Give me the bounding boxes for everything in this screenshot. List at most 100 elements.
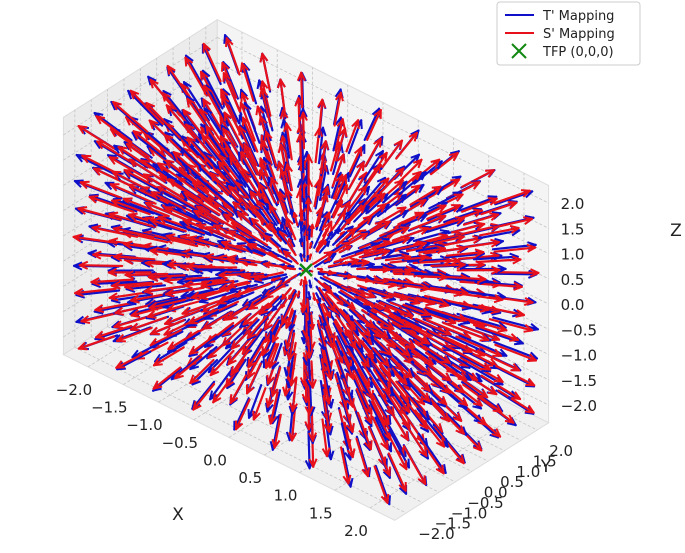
field-arrow xyxy=(200,279,235,290)
field-arrow xyxy=(373,368,391,395)
field-arrow xyxy=(216,288,252,305)
field-arrow xyxy=(80,311,121,324)
field-arrow xyxy=(495,268,540,278)
field-arrow xyxy=(353,319,371,337)
field-arrow xyxy=(391,226,429,242)
field-arrow xyxy=(371,415,389,450)
y-tick-label: −2.0 xyxy=(418,525,454,543)
field-arrow xyxy=(167,330,200,351)
field-arrow xyxy=(299,279,309,312)
field-arrow xyxy=(217,160,250,199)
field-arrow xyxy=(315,292,322,303)
field-arrow xyxy=(432,423,466,464)
y-tick-label: 1.5 xyxy=(533,452,557,470)
field-arrow xyxy=(172,151,201,177)
field-arrow xyxy=(321,211,331,231)
field-arrow xyxy=(189,358,215,385)
z-tick-label: −0.5 xyxy=(561,321,597,339)
z-tick-label: 1.5 xyxy=(561,220,585,238)
field-arrow xyxy=(271,323,283,343)
field-arrow xyxy=(192,382,216,411)
field-arrow xyxy=(277,143,289,183)
y-axis-label: Y xyxy=(540,457,552,477)
field-arrow xyxy=(289,376,299,413)
field-arrow xyxy=(409,185,442,206)
field-arrow xyxy=(202,42,222,83)
field-arrow xyxy=(384,388,411,429)
x-tick-label: −1.0 xyxy=(126,416,162,434)
field-arrow xyxy=(228,230,247,241)
field-arrow xyxy=(259,87,272,128)
field-arrow xyxy=(414,409,446,448)
field-arrow xyxy=(132,130,167,158)
field-arrow xyxy=(203,84,226,125)
field-arrow xyxy=(280,287,292,301)
field-arrow xyxy=(130,306,165,318)
field-arrow xyxy=(271,413,282,449)
z-tick-label: 0.0 xyxy=(561,296,585,314)
x-tick-label: −1.5 xyxy=(91,399,127,417)
field-arrow xyxy=(305,336,314,359)
field-arrow xyxy=(72,233,118,244)
field-arrow xyxy=(428,330,473,353)
field-arrow xyxy=(192,181,215,200)
field-arrow xyxy=(188,333,217,355)
field-arrow xyxy=(476,349,521,372)
legend-label-tfp: TFP (0,0,0) xyxy=(542,45,614,60)
field-arrow xyxy=(142,173,185,200)
field-arrow xyxy=(187,235,216,246)
field-arrow xyxy=(410,350,452,382)
field-arrow xyxy=(268,222,278,234)
field-arrow xyxy=(73,287,117,297)
field-arrow xyxy=(460,325,501,342)
field-arrow xyxy=(209,349,235,377)
grid-line-floor-x xyxy=(334,392,489,491)
field-arrow xyxy=(417,435,445,475)
field-arrow xyxy=(493,243,537,253)
field-arrow xyxy=(355,437,370,478)
field-arrow xyxy=(374,235,411,249)
field-arrow xyxy=(347,285,376,299)
field-arrow xyxy=(356,411,373,451)
field-arrow xyxy=(319,269,335,276)
field-arrow xyxy=(228,257,248,265)
field-arrow xyxy=(221,95,242,135)
field-arrow xyxy=(339,308,351,321)
field-arrow xyxy=(429,152,459,176)
field-arrow xyxy=(227,338,251,366)
field-arrow xyxy=(461,197,498,213)
field-arrow xyxy=(186,136,214,167)
field-arrow xyxy=(331,153,346,188)
field-arrow xyxy=(374,303,391,312)
legend-swatch-tfp-marker xyxy=(511,43,527,59)
field-arrow xyxy=(488,295,534,306)
field-arrow xyxy=(222,127,245,165)
field-arrow xyxy=(348,161,365,190)
field-arrow xyxy=(284,308,294,329)
field-arrow xyxy=(335,200,351,225)
field-arrow xyxy=(308,279,313,289)
field-arrow xyxy=(402,445,427,486)
field-arrow xyxy=(413,233,449,246)
field-arrow xyxy=(282,362,292,397)
field-arrow xyxy=(323,258,332,263)
z-tick-label: −1.0 xyxy=(561,347,597,365)
field-arrow xyxy=(428,216,465,231)
field-arrow xyxy=(308,242,313,250)
field-arrow xyxy=(410,214,447,231)
field-arrow xyxy=(476,281,523,291)
field-arrow xyxy=(258,169,276,204)
field-arrow xyxy=(229,374,248,405)
field-arrow xyxy=(129,89,165,126)
z-tick-label: 2.0 xyxy=(561,195,585,213)
field-arrow xyxy=(246,243,266,253)
field-arrow xyxy=(379,167,405,194)
field-arrow xyxy=(346,185,368,212)
field-arrow xyxy=(356,368,375,400)
field-arrow xyxy=(287,238,294,248)
field-arrow xyxy=(247,339,266,369)
field-arrow xyxy=(397,158,423,184)
field-arrow xyxy=(355,249,370,256)
y-tick-label: 2.0 xyxy=(549,442,573,460)
field-arrow xyxy=(480,200,518,216)
